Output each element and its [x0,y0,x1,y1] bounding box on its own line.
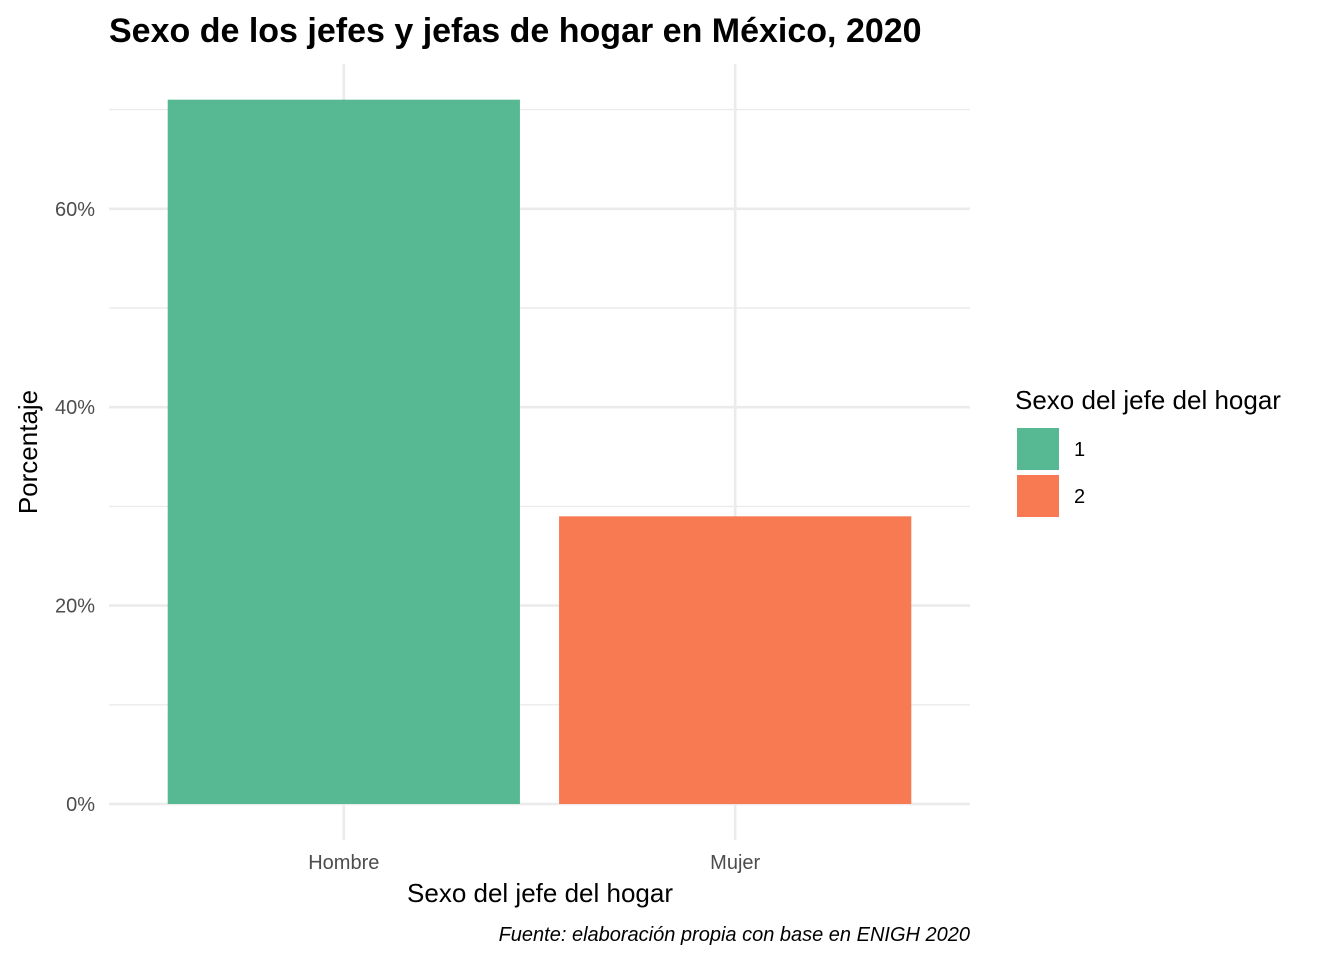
y-tick-label: 60% [55,199,95,221]
x-axis-ticks: Hombre Mujer [308,852,760,874]
bars [167,99,912,805]
x-tick-label: Hombre [308,852,379,874]
y-axis-title: Porcentaje [13,390,43,514]
x-axis-title: Sexo del jefe del hogar [407,878,673,908]
y-tick-label: 20% [55,596,95,618]
legend-swatch-1 [1017,428,1059,470]
legend: 12 [1017,428,1085,517]
bar-mujer [559,516,912,804]
chart-title: Sexo de los jefes y jefas de hogar en Mé… [109,12,922,50]
y-axis-ticks: 0% 20% 40% 60% [55,199,95,816]
y-tick-label: 40% [55,397,95,419]
caption: Fuente: elaboración propia con base en E… [499,924,970,946]
legend-label-2: 2 [1074,486,1085,508]
legend-swatch-2 [1017,475,1059,517]
x-tick-label: Mujer [710,852,760,874]
legend-label-1: 1 [1074,439,1085,461]
bar-hombre [167,99,520,805]
legend-title: Sexo del jefe del hogar [1015,385,1281,415]
y-tick-label: 0% [66,794,95,816]
